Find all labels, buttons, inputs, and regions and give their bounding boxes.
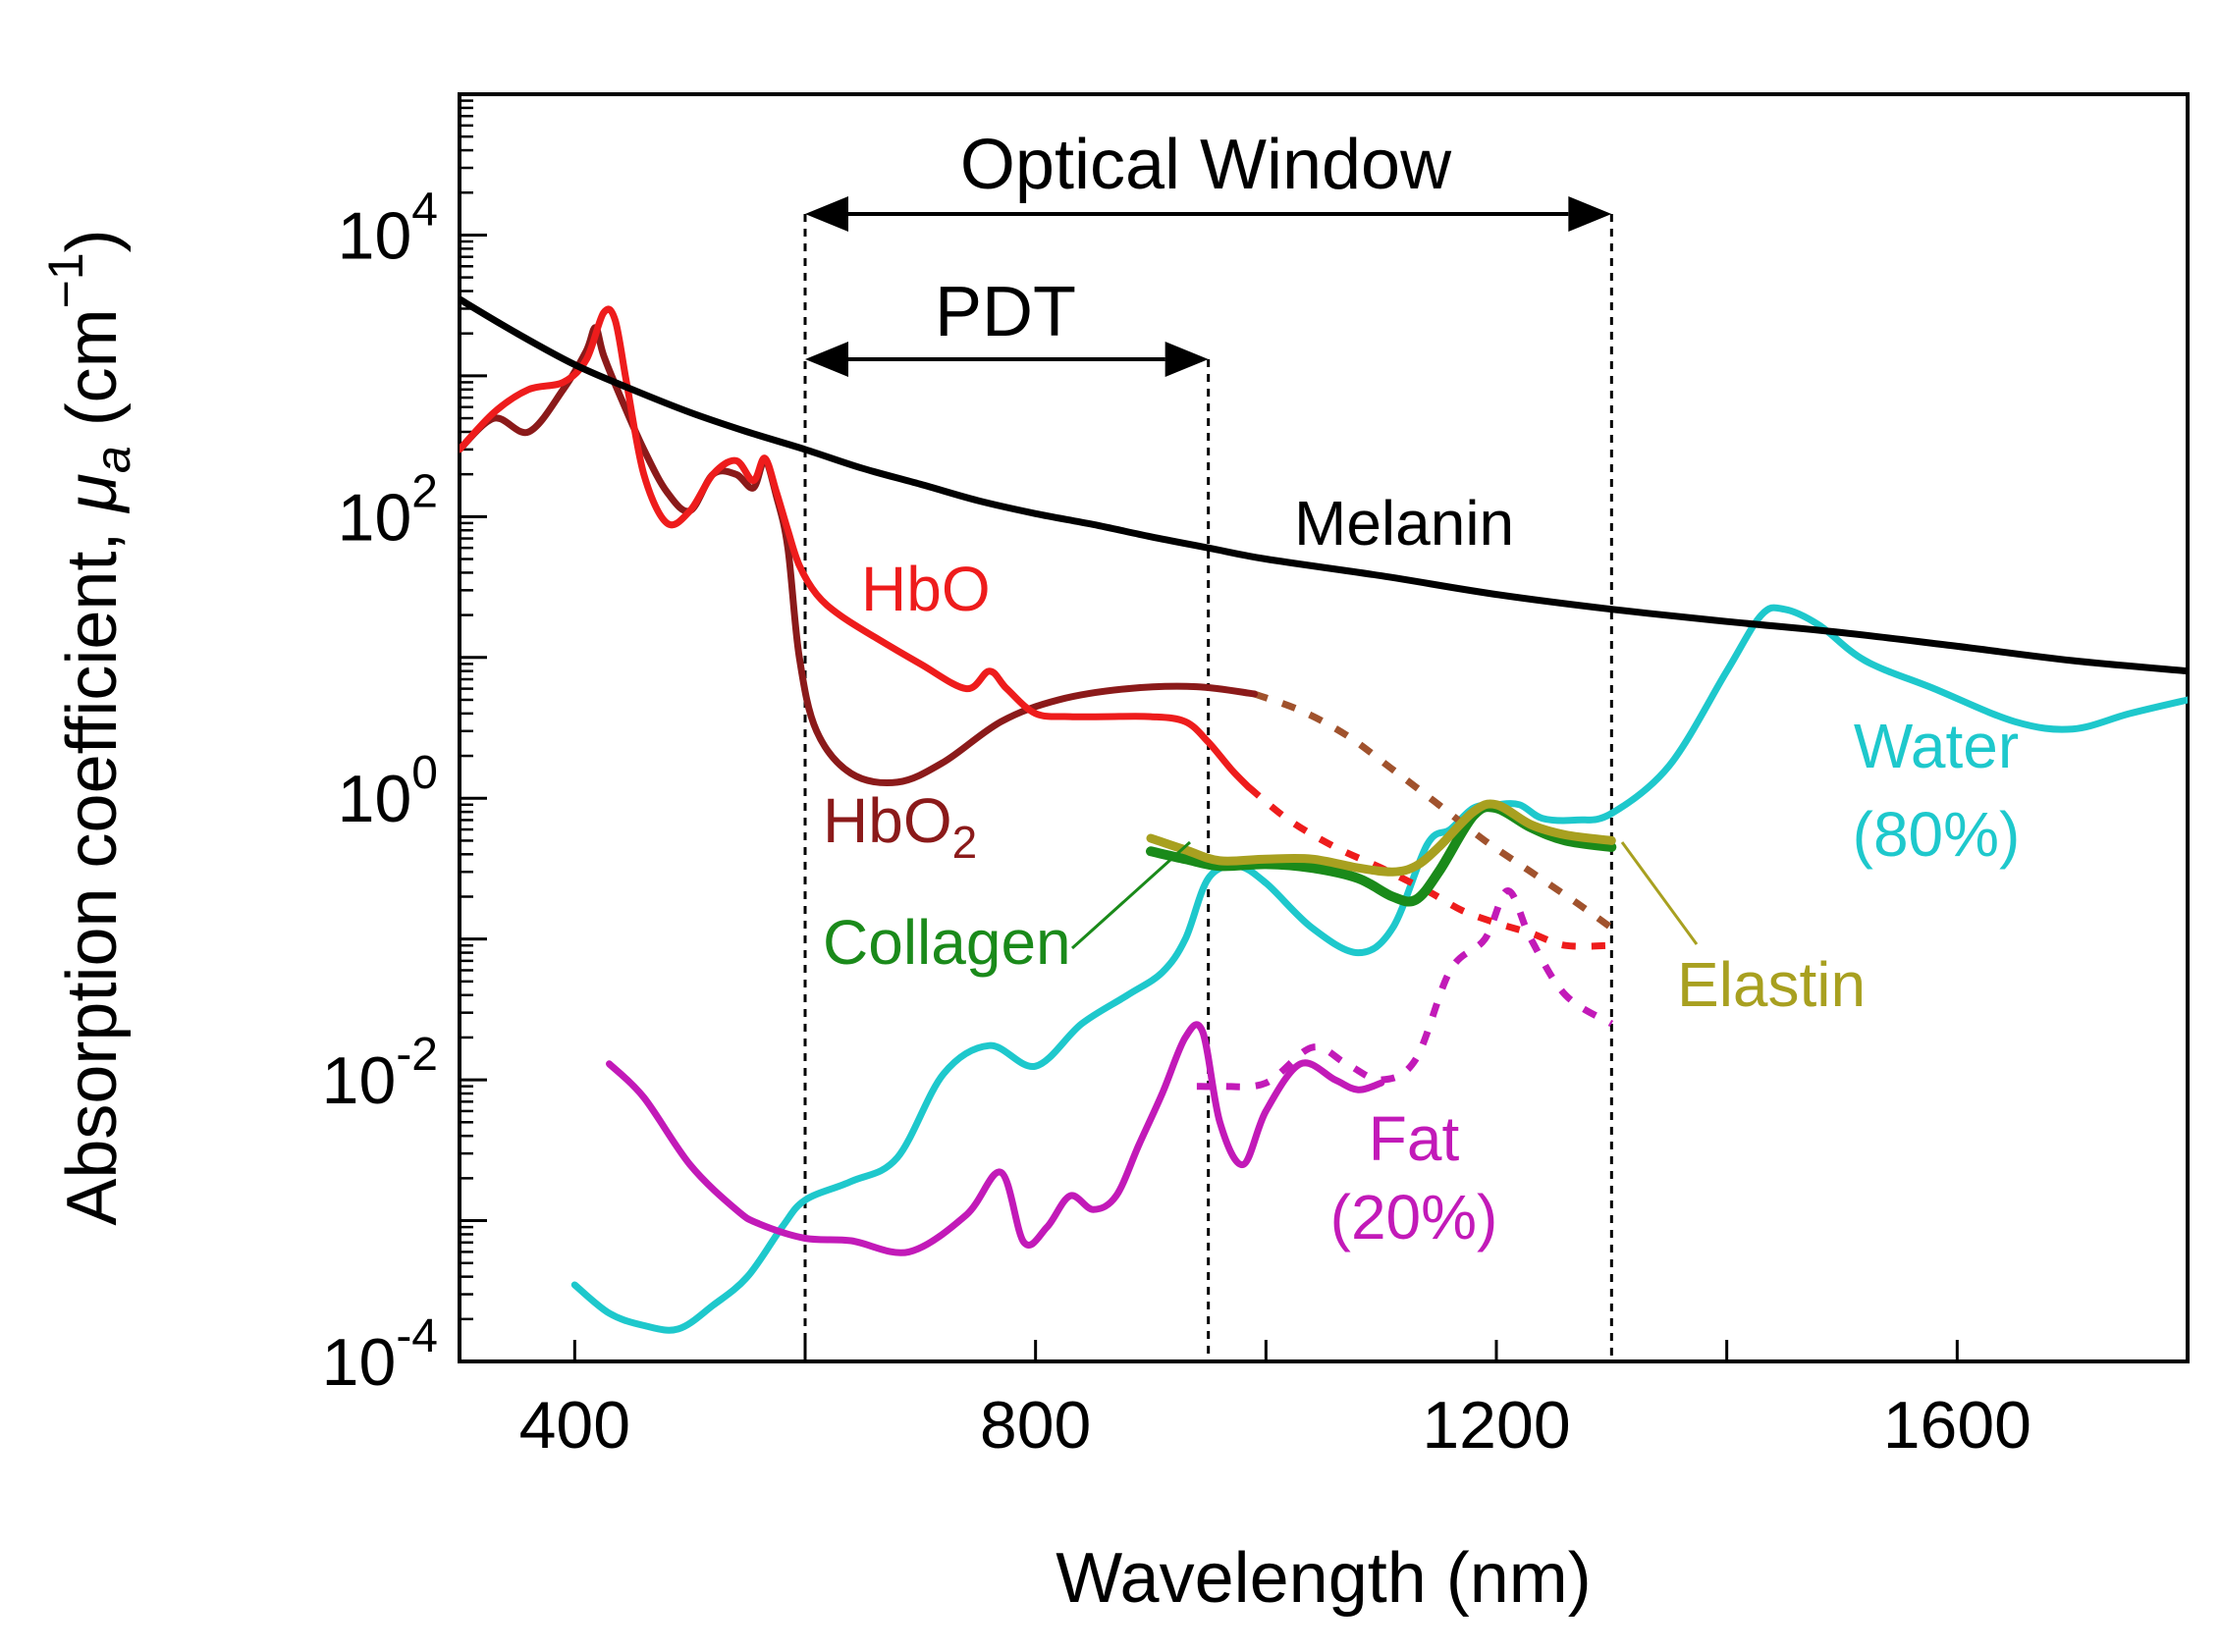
y-tick-label: 10-2: [322, 1029, 438, 1118]
x-tick-label: 1200: [1422, 1388, 1570, 1463]
y-axis-title: Absorption coefficient, μa (cm−1): [38, 229, 140, 1225]
x-tick-label: 400: [519, 1388, 630, 1463]
axis-ticks: 10-4 10-2 100 102 104 400 800 1200 1600: [322, 92, 2031, 1463]
series-elastin: [1146, 799, 1616, 877]
pdt-label: PDT: [935, 273, 1076, 351]
collagen-label: Collagen: [823, 907, 1071, 978]
y-minor-ticks: [460, 99, 473, 1321]
x-tick-label: 1600: [1883, 1388, 2031, 1463]
series-fat-20: [606, 1021, 1385, 1256]
svg-text:Absorption coefficient, μa (cm: Absorption coefficient, μa (cm−1): [38, 229, 140, 1225]
y-tick-label: 102: [338, 465, 438, 555]
y-tick-label: 10-4: [322, 1310, 438, 1400]
series-water-80: [570, 604, 2188, 1334]
series-melanin: [460, 295, 2188, 675]
fat-label: Fat: [1369, 1103, 1460, 1174]
pdt-arrow-left-head: [805, 342, 848, 377]
optical-window-arrow-right-head: [1568, 196, 1612, 232]
x-axis-title: Wavelength (nm): [1056, 1539, 1592, 1618]
x-tick-label: 800: [980, 1388, 1091, 1463]
melanin-label: Melanin: [1294, 488, 1514, 559]
pdt-arrow-right-head: [1164, 342, 1209, 377]
series-fat-ext: [1196, 887, 1614, 1091]
hbo2-label: HbO2: [823, 785, 977, 868]
hbo-label: HbO: [861, 554, 991, 624]
elastin-label: Elastin: [1677, 949, 1866, 1020]
y-tick-label: 100: [338, 747, 438, 836]
fat-percent-label: (20%): [1330, 1182, 1498, 1252]
plot-frame: [458, 92, 2190, 1363]
series-layer: [460, 295, 2188, 1334]
series-hbo: [460, 305, 1253, 791]
optical-window-label: Optical Window: [960, 126, 1452, 204]
water-percent-label: (80%): [1853, 799, 2021, 870]
series-hbo2-ext: [1253, 690, 1614, 932]
elastin-leader-line: [1620, 841, 1699, 945]
optical-window-arrow-left-head: [805, 196, 848, 232]
y-tick-label: 104: [338, 184, 438, 273]
water-label: Water: [1854, 711, 2019, 781]
collagen-leader-line: [1070, 840, 1192, 950]
